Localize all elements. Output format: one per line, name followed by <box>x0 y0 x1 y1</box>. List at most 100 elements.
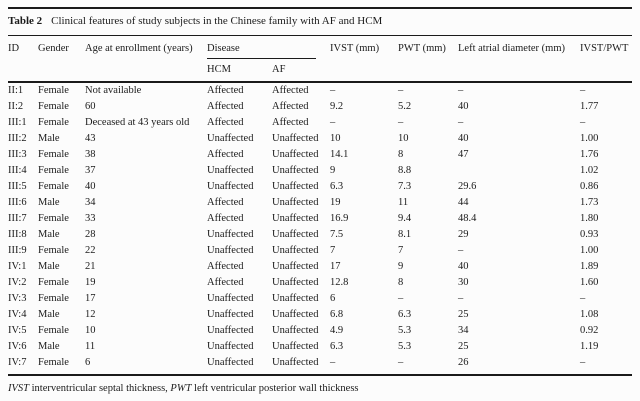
table-cell: Unaffected <box>207 165 254 176</box>
table-cell: 8 <box>398 149 404 160</box>
bottom-rule <box>8 374 632 376</box>
table-cell: 22 <box>85 245 96 256</box>
table-cell: 10 <box>330 133 341 144</box>
caption-rule <box>8 35 632 36</box>
table-cell: 19 <box>85 277 96 288</box>
table-caption: Table 2 Clinical features of study subjec… <box>8 15 632 28</box>
col-header-ivst-pwt-ratio: IVST/PWT <box>580 43 629 54</box>
table-row: III:1 Female Deceased at 43 years old Affec… <box>8 115 632 131</box>
table-cell: 6 <box>330 293 336 304</box>
table-cell: Unaffected <box>272 245 319 256</box>
col-header-pwt: PWT (mm) <box>398 43 446 54</box>
table-cell: Unaffected <box>207 133 254 144</box>
table-cell: 26 <box>458 357 469 368</box>
table-cell: 6.8 <box>330 309 344 320</box>
table-cell: 12.8 <box>330 277 349 288</box>
table-cell: 17 <box>85 293 96 304</box>
table-cell: Male <box>38 229 60 240</box>
table-cell: IV:6 <box>8 341 27 352</box>
table-cell: – <box>330 85 336 96</box>
table-row: IV:3 Female 17 Unaffected Unaffected 6 – – – <box>8 291 632 307</box>
table-cell: Male <box>38 341 60 352</box>
top-rule <box>8 7 632 9</box>
col-header-hcm: HCM <box>207 64 231 75</box>
footnote-ivst-definition: interventricular septal thickness, <box>29 383 171 394</box>
table-cell: Affected <box>207 149 244 160</box>
table-cell: – <box>580 293 586 304</box>
table-cell: 7.5 <box>330 229 344 240</box>
table-cell: III:2 <box>8 133 27 144</box>
table-row: III:5 Female 40 Unaffected Unaffected 6.3 7.3 2… <box>8 179 632 195</box>
table-cell: 8.1 <box>398 229 412 240</box>
table-cell: Male <box>38 197 60 208</box>
table-row: IV:6 Male 11 Unaffected Unaffected 6.3 5.3 25 1.… <box>8 339 632 355</box>
table-cell: 40 <box>458 133 469 144</box>
table-row: III:6 Male 34 Affected Unaffected 19 11 44 1.73 <box>8 195 632 211</box>
table-cell: II:1 <box>8 85 24 96</box>
table-cell: 12 <box>85 309 96 320</box>
table-cell: 21 <box>85 261 96 272</box>
table-footnote: IVST interventricular septal thickness, … <box>8 382 632 395</box>
table-cell: Unaffected <box>272 309 319 320</box>
clinical-features-table: ID Gender Age at enrollment (years) Dise… <box>8 36 632 371</box>
footnote-pwt-definition: left ventricular posterior wall thicknes… <box>191 383 359 394</box>
col-header-disease: Disease <box>207 36 330 59</box>
table-cell: Affected <box>207 117 244 128</box>
col-header-gender: Gender <box>38 43 69 54</box>
table-cell: Unaffected <box>272 357 319 368</box>
table-cell: 19 <box>330 197 341 208</box>
table-row: IV:7 Female 6 Unaffected Unaffected – –26– <box>8 355 632 371</box>
table-cell: Female <box>38 357 69 368</box>
table-cell: Unaffected <box>207 181 254 192</box>
table-cell: Affected <box>207 197 244 208</box>
table-cell: Unaffected <box>207 229 254 240</box>
table-cell: – <box>458 85 464 96</box>
table-cell: 8 <box>398 277 404 288</box>
table-cell: Unaffected <box>272 181 319 192</box>
table-cell: – <box>458 293 464 304</box>
table-cell: Affected <box>272 117 309 128</box>
table-cell: 25 <box>458 341 469 352</box>
table-cell: Female <box>38 101 69 112</box>
table-cell: 38 <box>85 149 96 160</box>
table-cell: 29 <box>458 229 469 240</box>
table-cell: 7 <box>398 245 404 256</box>
table-cell: Unaffected <box>272 165 319 176</box>
table-cell: Unaffected <box>207 325 254 336</box>
table-cell: 47 <box>458 149 469 160</box>
table-cell: 0.93 <box>580 229 599 240</box>
table-cell: Unaffected <box>207 309 254 320</box>
table-cell: 1.77 <box>580 101 599 112</box>
table-cell: Unaffected <box>207 341 254 352</box>
table-cell: 48.4 <box>458 213 477 224</box>
table-cell: Not available <box>85 85 142 96</box>
table-cell: 10 <box>85 325 96 336</box>
table-cell: IV:7 <box>8 357 27 368</box>
table-cell: 1.02 <box>580 165 599 176</box>
table-cell: Male <box>38 309 60 320</box>
table-cell: Unaffected <box>272 149 319 160</box>
table-cell: III:1 <box>8 117 27 128</box>
table-cell: III:9 <box>8 245 27 256</box>
table-cell: 5.2 <box>398 101 412 112</box>
table-cell: – <box>398 293 404 304</box>
table-cell: Affected <box>272 101 309 112</box>
table-cell: – <box>580 117 586 128</box>
table-row: III:2 Male 43 Unaffected Unaffected 10 10 40 1.0… <box>8 131 632 147</box>
table-cell: 43 <box>85 133 96 144</box>
table-cell: 1.08 <box>580 309 599 320</box>
table-cell: IV:2 <box>8 277 27 288</box>
table-cell: 8.8 <box>398 165 412 176</box>
table-cell: 11 <box>85 341 96 352</box>
table-cell: 30 <box>458 277 469 288</box>
table-cell: Affected <box>207 213 244 224</box>
table-cell: 9.4 <box>398 213 412 224</box>
table-cell: 40 <box>85 181 96 192</box>
table-cell: 0.86 <box>580 181 599 192</box>
table-cell: 29.6 <box>458 181 477 192</box>
table-cell: Female <box>38 85 69 96</box>
table-row: III:9 Female 22 Unaffected Unaffected 7 7 – 1.00 <box>8 243 632 259</box>
table-cell: 17 <box>330 261 341 272</box>
table-cell: Unaffected <box>272 341 319 352</box>
